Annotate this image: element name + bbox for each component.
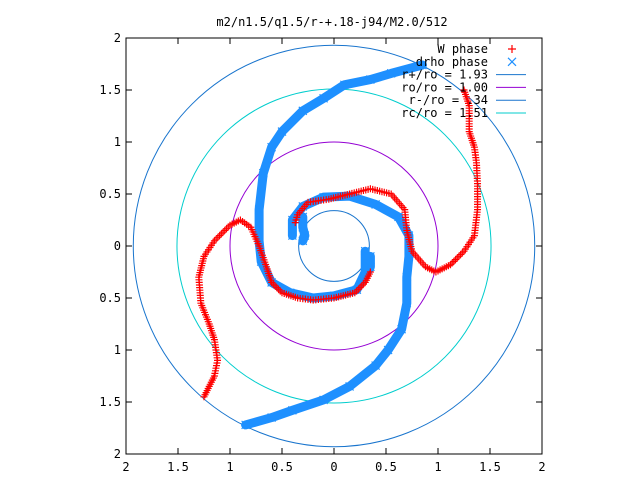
x-tick-label: 1 xyxy=(434,460,441,474)
w-phase-point xyxy=(354,285,362,293)
chart-title: m2/n1.5/q1.5/r-+.18-j94/M2.0/512 xyxy=(216,15,447,29)
w-phase-point xyxy=(453,254,461,262)
circle-series-3 xyxy=(229,141,439,351)
drho-point-1-14 xyxy=(319,93,329,103)
w-phase-point xyxy=(224,223,232,231)
drho-band-1 xyxy=(254,60,427,303)
legend-label: r+/ro = 1.93 xyxy=(401,68,488,82)
circle-series-2 xyxy=(132,44,536,448)
drho-point-0-11 xyxy=(397,324,407,334)
w-phase-point xyxy=(366,268,374,276)
y-tick-label: 1.5 xyxy=(99,395,121,409)
drho-point-0-17 xyxy=(267,413,277,423)
drho-point-1-16 xyxy=(365,75,375,85)
x-tick-label: 0.5 xyxy=(271,460,293,474)
w-phase-point xyxy=(460,247,468,255)
drho-point-0-5 xyxy=(371,199,381,209)
y-tick-label: 1 xyxy=(114,343,121,357)
x-tick-label: 1.5 xyxy=(479,460,501,474)
w-phase-point xyxy=(271,282,279,290)
w-phase-point xyxy=(217,230,225,238)
drho-point-0-14 xyxy=(345,381,355,391)
legend-marker-x xyxy=(507,57,517,67)
w-phase-point xyxy=(359,280,367,288)
drho-point-2-3 xyxy=(298,236,308,246)
drho-point-1-10 xyxy=(258,168,268,178)
w-phase-point xyxy=(214,233,222,241)
x-tick-label: 1 xyxy=(226,460,233,474)
legend-label: r-/ro = .34 xyxy=(409,93,488,107)
drho-point-0-13 xyxy=(371,361,381,371)
y-tick-label: 2 xyxy=(114,447,121,461)
drho-point-0-0 xyxy=(287,231,297,241)
drho-point-1-17 xyxy=(386,68,396,78)
legend-label: ro/ro = 1.00 xyxy=(401,80,488,94)
drho-point-1-15 xyxy=(339,80,349,90)
drho-point-2-2 xyxy=(300,231,310,241)
legend-marker-plus xyxy=(508,45,516,53)
drho-band-0 xyxy=(241,191,414,430)
drho-point-0-10 xyxy=(402,298,412,308)
w-phase-point xyxy=(221,226,229,234)
x-tick-label: 1.5 xyxy=(167,460,189,474)
w-phase-point xyxy=(212,235,220,243)
w-phase-point xyxy=(458,249,466,257)
drho-point-3-1 xyxy=(365,262,375,272)
legend-label: rc/ro = 1.51 xyxy=(401,106,488,120)
drho-point-0-16 xyxy=(287,405,297,415)
drho-point-1-11 xyxy=(267,142,277,152)
drho-point-1-18 xyxy=(417,60,427,70)
legend-label: W phase xyxy=(437,42,488,56)
w-phase-point xyxy=(455,252,463,260)
w-phase-point xyxy=(291,219,299,227)
drho-point-1-12 xyxy=(277,127,287,137)
drho-point-1-9 xyxy=(254,205,264,215)
axis-ticks: 2 1.5 1 0.5 0 0.5 1 1.5 221.510.500.511.52 xyxy=(99,31,545,474)
x-tick-label: 0.5 xyxy=(375,460,397,474)
w-phase-point xyxy=(457,251,465,259)
x-tick-label: 2 xyxy=(122,460,129,474)
drho-point-1-13 xyxy=(298,106,308,116)
drho-point-0-6 xyxy=(394,212,403,222)
drho-point-2-1 xyxy=(298,222,308,232)
circle-series-4 xyxy=(298,210,370,282)
drho-point-0-15 xyxy=(319,395,329,405)
drho-point-0-12 xyxy=(383,345,393,355)
x-tick-label: 0 xyxy=(330,460,337,474)
drho-point-3-0 xyxy=(365,251,375,261)
w-phase-point xyxy=(276,287,284,295)
y-tick-label: 1.5 xyxy=(99,83,121,97)
plot-data-layer xyxy=(132,44,536,448)
x-tick-label: 2 xyxy=(538,460,545,474)
w-phase-point xyxy=(216,232,224,240)
drho-point-0-9 xyxy=(402,272,412,282)
y-tick-label: 0.5 xyxy=(99,187,121,201)
y-tick-label: 2 xyxy=(114,31,121,45)
circle-series-5 xyxy=(176,88,492,404)
w-phase-point xyxy=(452,256,460,264)
w-phase-point xyxy=(450,257,458,265)
drho-point-0-18 xyxy=(241,420,251,430)
y-tick-label: 0.5 xyxy=(99,291,121,305)
w-phase-point xyxy=(448,259,456,267)
w-phase-point xyxy=(219,228,227,236)
drho-band-2 xyxy=(298,212,310,246)
w-phase-point xyxy=(223,225,231,233)
legend-label: drho phase xyxy=(416,55,488,69)
y-tick-label: 0 xyxy=(114,239,121,253)
y-tick-label: 1 xyxy=(114,135,121,149)
